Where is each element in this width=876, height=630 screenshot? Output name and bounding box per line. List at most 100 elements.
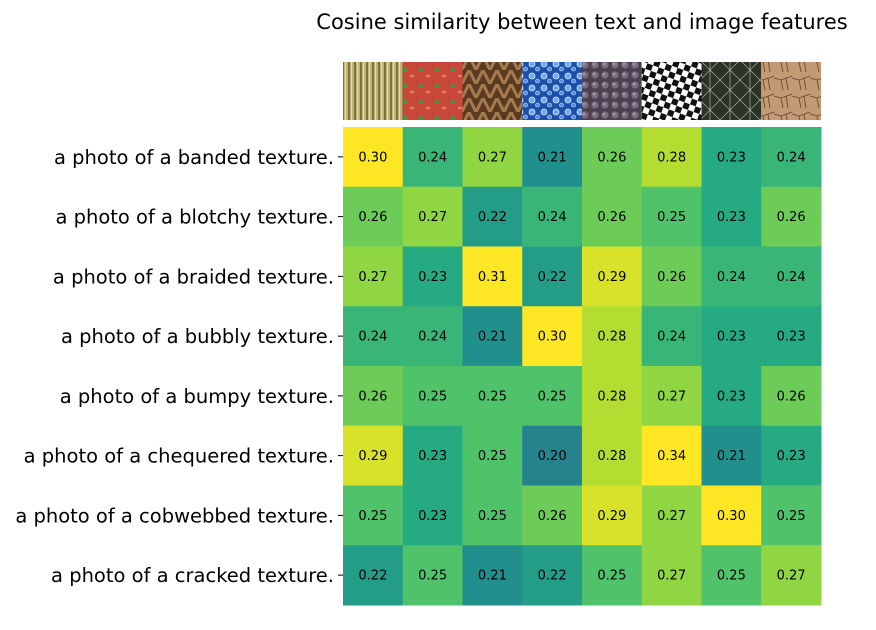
heatmap-cell bbox=[522, 186, 583, 247]
cell-value-label: 0.27 bbox=[418, 210, 447, 225]
cell-value-label: 0.34 bbox=[657, 449, 686, 464]
row-label: a photo of a cobwebbed texture. bbox=[15, 504, 334, 527]
cell-value-label: 0.23 bbox=[717, 150, 746, 165]
cell-value-label: 0.25 bbox=[597, 569, 626, 584]
heatmap-cell bbox=[402, 485, 463, 546]
heatmap-cell bbox=[402, 425, 463, 486]
heatmap-cell bbox=[641, 425, 702, 486]
heatmap-cell bbox=[343, 425, 404, 486]
heatmap-cell bbox=[462, 485, 523, 546]
cell-value-label: 0.23 bbox=[418, 449, 447, 464]
cell-value-label: 0.25 bbox=[418, 389, 447, 404]
row-label: a photo of a banded texture. bbox=[54, 146, 334, 169]
heatmap-cell bbox=[641, 186, 702, 247]
heatmap-cell bbox=[462, 545, 523, 606]
heatmap-cell bbox=[701, 425, 762, 486]
cell-value-label: 0.26 bbox=[358, 210, 387, 225]
cell-value-label: 0.24 bbox=[777, 150, 806, 165]
cell-value-label: 0.21 bbox=[538, 150, 567, 165]
cell-value-label: 0.29 bbox=[597, 509, 626, 524]
braided-texture-image bbox=[462, 62, 523, 120]
heatmap-cell bbox=[402, 246, 463, 307]
cell-value-label: 0.27 bbox=[358, 270, 387, 285]
row-label: a photo of a bumpy texture. bbox=[60, 385, 334, 408]
heatmap-cell bbox=[462, 186, 523, 247]
heatmap-cell bbox=[522, 545, 583, 606]
heatmap-cell bbox=[343, 545, 404, 606]
cracked-texture-image bbox=[761, 62, 821, 120]
heatmap-cell bbox=[462, 306, 523, 367]
heatmap-cell bbox=[402, 306, 463, 367]
cell-value-label: 0.26 bbox=[538, 509, 567, 524]
cobwebbed-texture-image bbox=[701, 62, 762, 120]
cell-value-label: 0.24 bbox=[717, 270, 746, 285]
cell-value-label: 0.26 bbox=[657, 270, 686, 285]
heatmap-cell bbox=[462, 366, 523, 427]
cell-value-label: 0.25 bbox=[478, 389, 507, 404]
cell-value-label: 0.28 bbox=[597, 330, 626, 345]
cell-value-label: 0.21 bbox=[478, 330, 507, 345]
banded-texture-image bbox=[343, 62, 403, 120]
heatmap-cell bbox=[343, 366, 404, 427]
cell-value-label: 0.24 bbox=[777, 270, 806, 285]
heatmap-cell bbox=[522, 246, 583, 307]
row-label: a photo of a blotchy texture. bbox=[55, 206, 334, 229]
heatmap-cell bbox=[701, 366, 762, 427]
cell-value-label: 0.22 bbox=[538, 569, 567, 584]
heatmap-cell bbox=[582, 127, 643, 188]
cell-value-label: 0.22 bbox=[538, 270, 567, 285]
cell-value-label: 0.26 bbox=[597, 210, 626, 225]
row-label: a photo of a braided texture. bbox=[53, 265, 334, 288]
cell-value-label: 0.29 bbox=[358, 449, 387, 464]
heatmap-cell bbox=[343, 306, 404, 367]
cell-value-label: 0.23 bbox=[777, 330, 806, 345]
bumpy-texture-image bbox=[582, 62, 642, 120]
heatmap-cell bbox=[343, 246, 404, 307]
heatmap-cell bbox=[641, 545, 702, 606]
heatmap-cell bbox=[701, 186, 762, 247]
cell-value-label: 0.23 bbox=[717, 210, 746, 225]
cell-value-label: 0.23 bbox=[717, 330, 746, 345]
cell-value-label: 0.25 bbox=[717, 569, 746, 584]
heatmap-cell bbox=[402, 366, 463, 427]
heatmap-cell bbox=[701, 545, 762, 606]
cell-value-label: 0.26 bbox=[597, 150, 626, 165]
bubbly-texture-image bbox=[522, 62, 582, 120]
cell-value-label: 0.25 bbox=[478, 449, 507, 464]
cell-value-label: 0.23 bbox=[777, 449, 806, 464]
chart-title: Cosine similarity between text and image… bbox=[316, 10, 848, 34]
cell-value-label: 0.25 bbox=[538, 389, 567, 404]
cell-value-label: 0.24 bbox=[657, 330, 686, 345]
heatmap-cell bbox=[761, 306, 822, 367]
cell-value-label: 0.22 bbox=[358, 569, 387, 584]
heatmap-cell bbox=[462, 425, 523, 486]
heatmap-cell bbox=[582, 366, 643, 427]
cell-value-label: 0.27 bbox=[478, 150, 507, 165]
heatmap-cell bbox=[761, 186, 822, 247]
heatmap-cell bbox=[701, 306, 762, 367]
heatmap-cell bbox=[641, 366, 702, 427]
cell-value-label: 0.28 bbox=[597, 449, 626, 464]
heatmap-cell bbox=[641, 485, 702, 546]
heatmap-cell bbox=[761, 485, 822, 546]
heatmap-cell bbox=[402, 545, 463, 606]
cell-value-label: 0.27 bbox=[777, 569, 806, 584]
heatmap-cell bbox=[343, 127, 404, 188]
heatmap-cell bbox=[343, 186, 404, 247]
heatmap-cell bbox=[641, 306, 702, 367]
chequered-texture-image bbox=[641, 62, 702, 120]
heatmap-cell bbox=[522, 127, 583, 188]
cell-value-label: 0.25 bbox=[478, 509, 507, 524]
row-label: a photo of a bubbly texture. bbox=[61, 325, 334, 348]
heatmap-cell bbox=[582, 425, 643, 486]
heatmap-cell bbox=[522, 485, 583, 546]
cell-value-label: 0.26 bbox=[777, 210, 806, 225]
cell-value-label: 0.22 bbox=[478, 210, 507, 225]
heatmap-cell bbox=[761, 545, 822, 606]
heatmap-cell bbox=[343, 485, 404, 546]
cell-value-label: 0.25 bbox=[777, 509, 806, 524]
cell-value-label: 0.23 bbox=[717, 389, 746, 404]
cell-value-label: 0.27 bbox=[657, 389, 686, 404]
